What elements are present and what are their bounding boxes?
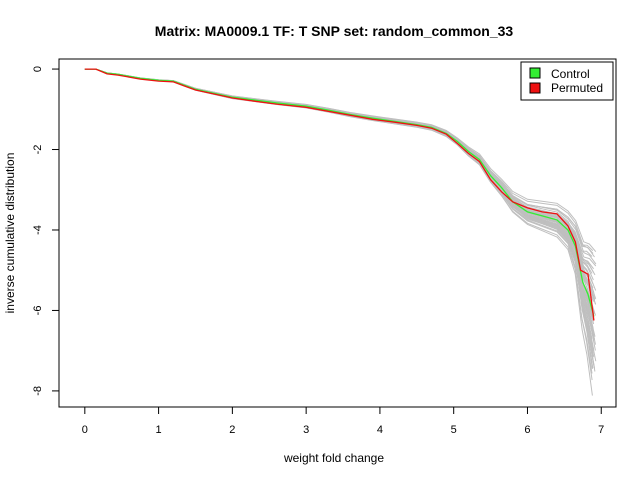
- background-line: [84, 68, 597, 253]
- background-line: [84, 68, 594, 281]
- background-line: [84, 68, 595, 273]
- background-line: [84, 68, 595, 293]
- y-tick-label: -6: [32, 306, 44, 316]
- background-line: [84, 68, 597, 267]
- background-line: [84, 68, 597, 265]
- background-line: [84, 68, 594, 284]
- background-permutation-lines: [84, 68, 597, 396]
- x-axis: 0 1 2 3 4 5 6 7: [82, 406, 604, 436]
- background-line: [84, 68, 593, 313]
- background-line: [84, 68, 593, 396]
- x-tick-label: 6: [524, 424, 530, 436]
- y-tick-label: -2: [32, 145, 44, 155]
- series-lines: [84, 68, 595, 321]
- x-tick-label: 5: [451, 424, 457, 436]
- x-tick-label: 1: [156, 424, 162, 436]
- chart-title: Matrix: MA0009.1 TF: T SNP set: random_c…: [155, 23, 514, 39]
- background-line: [84, 68, 594, 302]
- background-line: [84, 68, 594, 254]
- background-line: [84, 68, 594, 321]
- x-tick-label: 4: [377, 424, 383, 436]
- background-line: [84, 68, 597, 300]
- x-tick-label: 3: [303, 424, 309, 436]
- legend-label-control: Control: [551, 67, 590, 81]
- series-line-control: [84, 68, 595, 317]
- y-axis-label: inverse cumulative distribution: [3, 153, 17, 314]
- background-line: [84, 68, 596, 316]
- y-tick-label: -8: [32, 386, 44, 396]
- background-line: [84, 68, 594, 315]
- x-tick-label: 0: [82, 424, 88, 436]
- x-tick-label: 7: [598, 424, 604, 436]
- background-line: [84, 68, 594, 312]
- background-line: [84, 68, 596, 305]
- background-line: [84, 68, 597, 291]
- background-line: [84, 68, 594, 289]
- background-line: [84, 68, 595, 325]
- background-line: [84, 68, 593, 381]
- y-tick-label: 0: [32, 66, 44, 72]
- background-line: [84, 68, 594, 270]
- background-line: [84, 68, 593, 274]
- legend-label-permuted: Permuted: [551, 81, 603, 95]
- background-line: [84, 68, 597, 305]
- y-tick-label: -4: [32, 225, 44, 235]
- background-line: [84, 68, 593, 282]
- legend-box: [520, 61, 614, 101]
- background-line: [84, 68, 596, 276]
- background-line: [84, 68, 595, 315]
- legend-swatch-permuted: [529, 82, 541, 94]
- background-line: [84, 68, 593, 374]
- x-axis-label: weight fold change: [283, 451, 384, 465]
- legend-swatch-control: [529, 67, 541, 79]
- x-tick-label: 2: [229, 424, 235, 436]
- legend: Control Permuted: [520, 61, 614, 101]
- background-line: [84, 68, 593, 257]
- y-axis: 0 -2 -4 -6 -8: [32, 66, 60, 396]
- background-line: [84, 68, 596, 301]
- background-line: [84, 68, 593, 315]
- background-line: [84, 68, 595, 301]
- background-line: [84, 68, 595, 258]
- background-line: [84, 68, 596, 299]
- series-line-permuted: [84, 68, 595, 321]
- background-line: [84, 68, 594, 251]
